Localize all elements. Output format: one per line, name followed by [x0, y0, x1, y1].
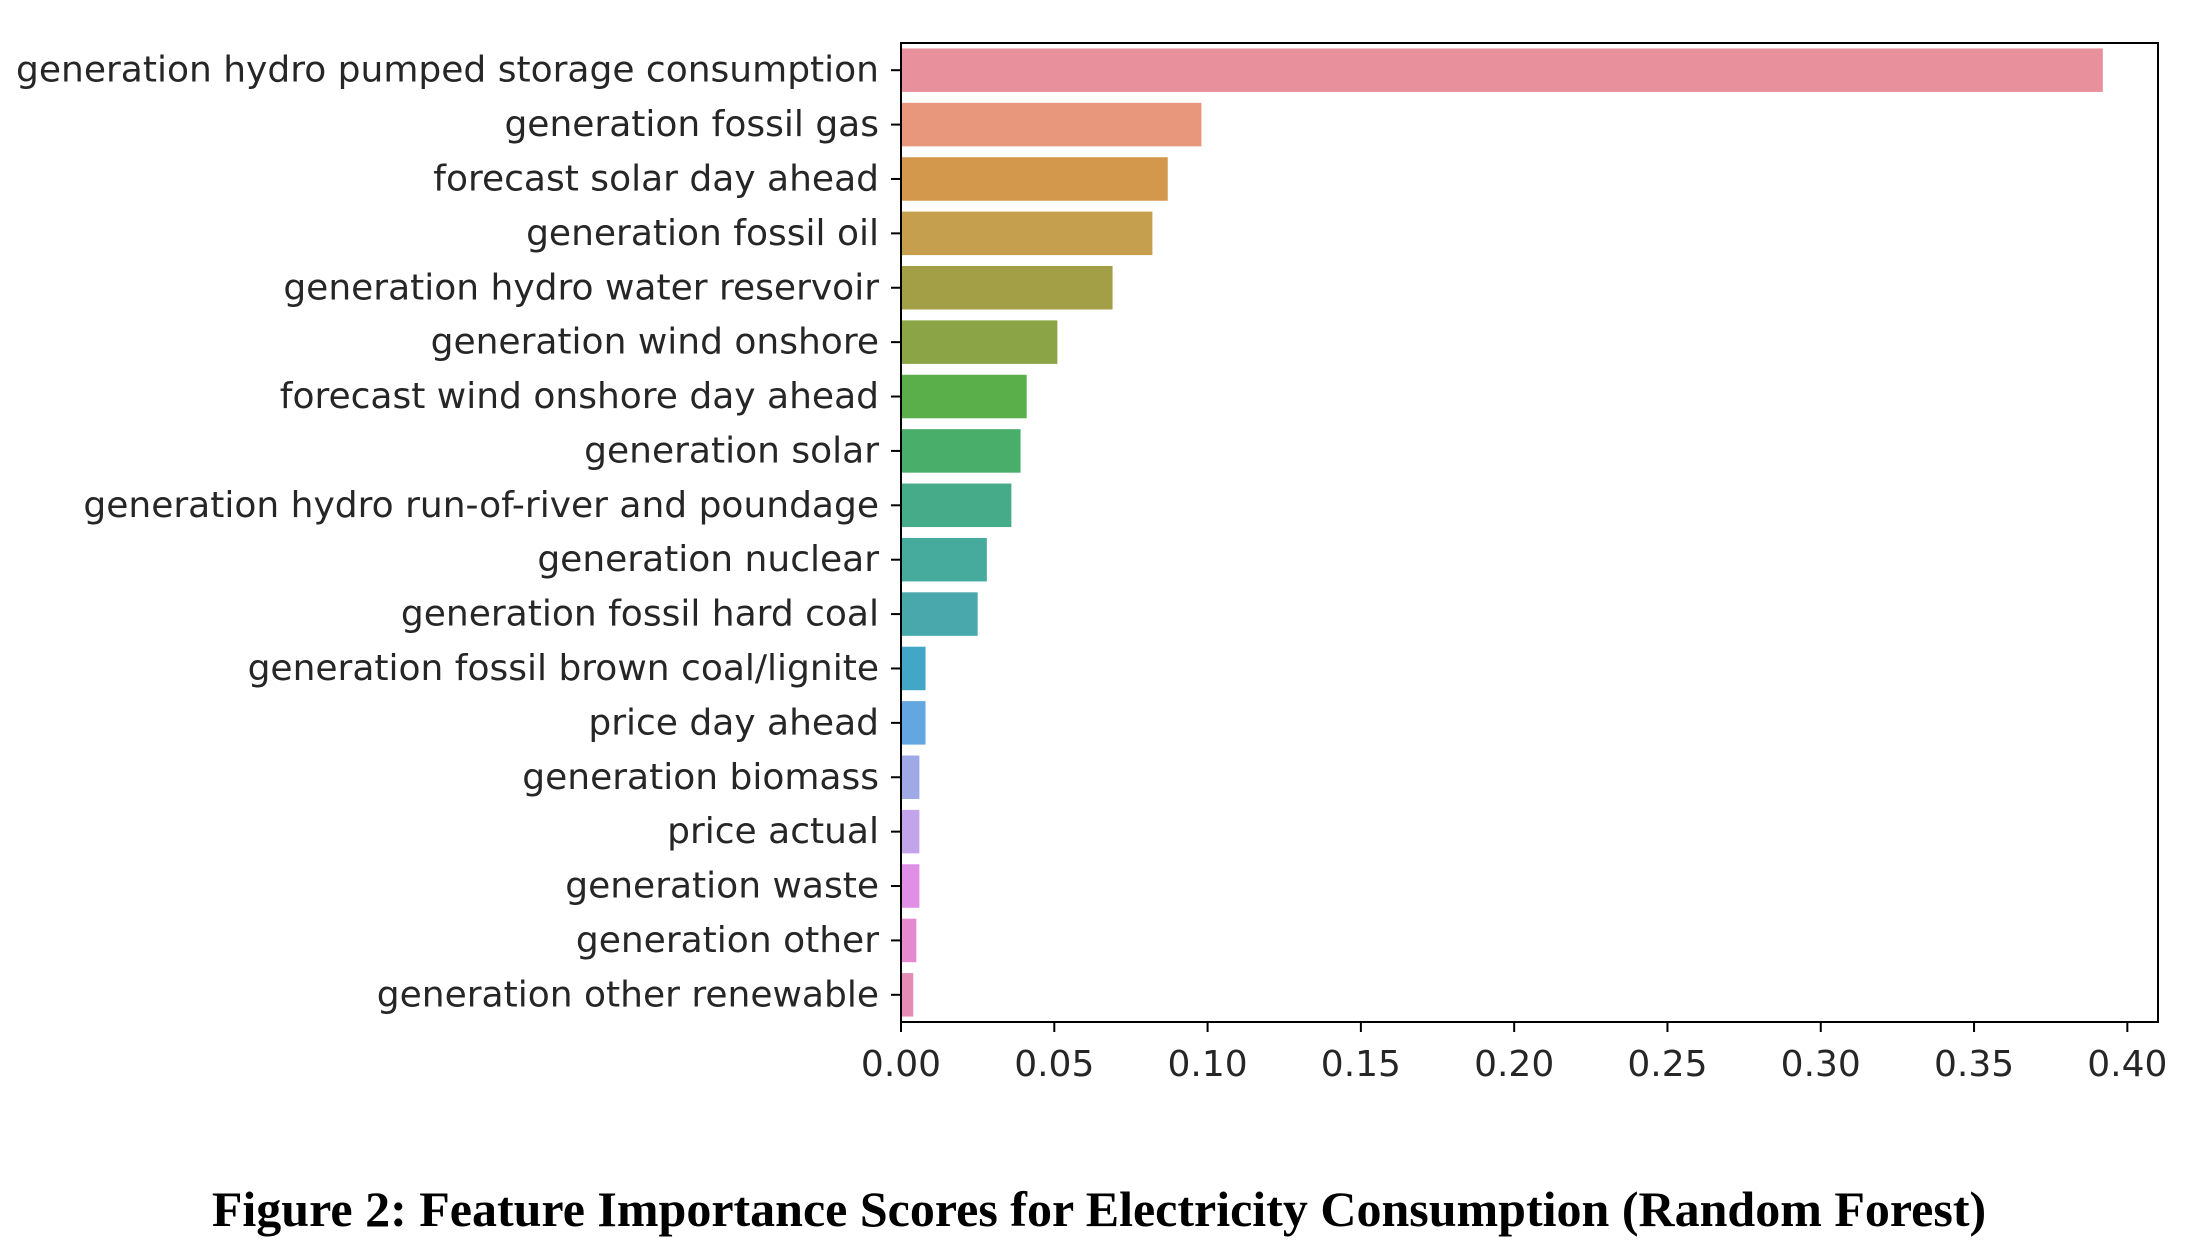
- x-tick-label: 0.00: [861, 1044, 941, 1085]
- bar: [901, 211, 1153, 256]
- x-tick-label: 0.30: [1781, 1044, 1861, 1085]
- x-tick-label: 0.40: [2087, 1044, 2167, 1085]
- figure-caption: Figure 2: Feature Importance Scores for …: [211, 1181, 1987, 1237]
- y-tick-label: generation wind onshore: [431, 322, 879, 363]
- bar: [901, 755, 920, 800]
- y-tick-label: generation other: [576, 920, 879, 961]
- y-tick-label: generation solar: [584, 430, 879, 471]
- bar: [901, 265, 1113, 310]
- bars-group: [901, 48, 2103, 1017]
- bar: [901, 973, 914, 1017]
- bar: [901, 646, 926, 691]
- x-tick-label: 0.35: [1934, 1044, 2014, 1085]
- y-tick-label: generation fossil hard coal: [401, 594, 879, 635]
- y-tick-label: forecast wind onshore day ahead: [280, 376, 879, 417]
- x-tick-label: 0.15: [1321, 1044, 1401, 1085]
- bar: [901, 483, 1012, 528]
- bar: [901, 48, 2103, 92]
- y-tick-label: price day ahead: [588, 702, 879, 743]
- y-tick-label: generation fossil gas: [504, 104, 879, 145]
- y-tick-label: generation waste: [565, 866, 879, 907]
- y-tick-label: generation nuclear: [537, 539, 879, 580]
- y-axis-ticks: generation hydro pumped storage consumpt…: [16, 50, 901, 1015]
- bar: [901, 157, 1168, 201]
- y-tick-label: generation hydro run-of-river and pounda…: [83, 485, 879, 526]
- bar: [901, 864, 920, 908]
- y-tick-label: price actual: [667, 811, 879, 852]
- bar: [901, 592, 978, 636]
- bar: [901, 102, 1202, 147]
- y-tick-label: generation fossil oil: [526, 213, 879, 254]
- x-tick-label: 0.20: [1474, 1044, 1554, 1085]
- bar: [901, 374, 1027, 419]
- y-tick-label: generation other renewable: [377, 974, 879, 1015]
- bar: [901, 537, 987, 582]
- bar: [901, 320, 1058, 364]
- y-tick-label: generation fossil brown coal/lignite: [248, 648, 879, 689]
- bar: [901, 429, 1021, 473]
- bar: [901, 809, 920, 854]
- bar: [901, 701, 926, 745]
- y-tick-label: generation hydro water reservoir: [283, 267, 879, 308]
- bar: [901, 918, 917, 963]
- y-tick-label: generation hydro pumped storage consumpt…: [16, 50, 879, 91]
- x-axis-ticks: 0.00 0.05 0.10 0.15 0.20 0.25 0.30 0.35 0.40: [861, 1022, 2167, 1085]
- y-tick-label: forecast solar day ahead: [433, 158, 879, 199]
- x-tick-label: 0.05: [1014, 1044, 1094, 1085]
- x-tick-label: 0.10: [1168, 1044, 1248, 1085]
- axes-frame: [900, 42, 2159, 1023]
- y-tick-label: generation biomass: [522, 757, 879, 798]
- x-tick-label: 0.25: [1627, 1044, 1707, 1085]
